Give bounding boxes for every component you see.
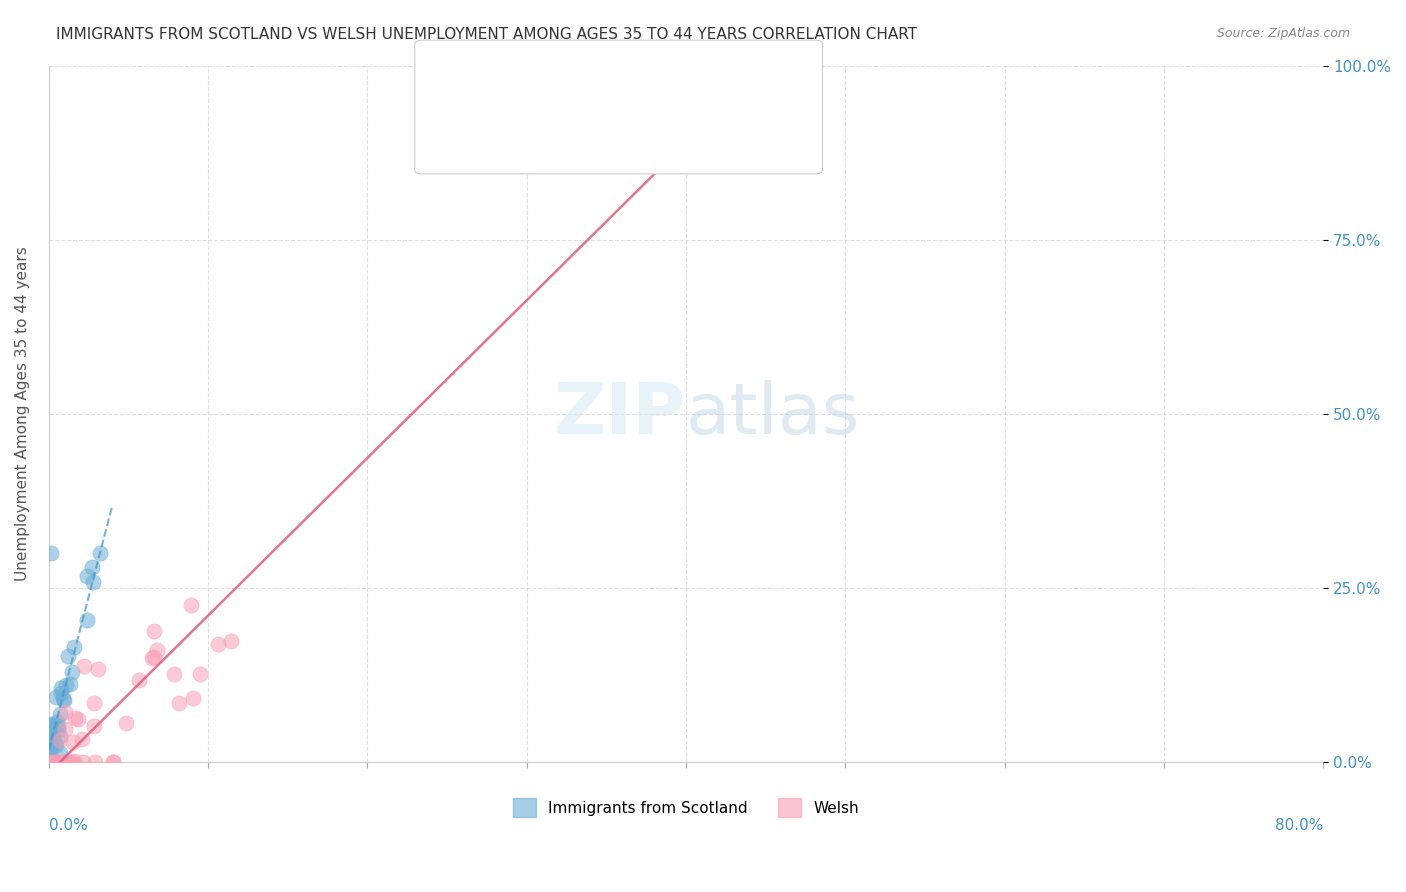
Point: [82, 575, 104, 590]
Text: ZIP: ZIP: [554, 379, 686, 449]
Point: [59, 756, 82, 770]
Text: N = 41: N = 41: [569, 118, 623, 132]
Point: [39, 756, 62, 770]
Point: [146, 643, 169, 657]
Point: [53, 693, 76, 707]
Point: [46, 719, 69, 733]
Point: [142, 649, 165, 664]
Point: [39, 756, 62, 770]
Point: [39, 716, 62, 731]
Point: [62, 756, 84, 770]
Point: [39, 742, 62, 756]
Point: [52, 692, 75, 706]
Point: [42, 729, 65, 743]
Point: [42, 728, 65, 742]
Point: [55, 678, 77, 692]
Point: [63, 711, 86, 725]
Point: [84, 756, 107, 770]
Point: [53, 706, 76, 720]
Text: R = 0.801: R = 0.801: [471, 118, 547, 132]
Point: [41, 753, 63, 767]
Point: [42, 723, 65, 738]
Point: [38, 756, 60, 770]
Point: [51, 756, 73, 770]
Point: [49, 729, 72, 743]
Point: [46, 722, 69, 736]
Point: [39, 546, 62, 560]
Point: [72, 756, 94, 770]
Point: [58, 649, 80, 664]
Point: [45, 690, 67, 705]
Text: ■: ■: [443, 115, 464, 135]
Text: 80.0%: 80.0%: [1275, 818, 1323, 833]
Point: [49, 681, 72, 695]
Point: [83, 719, 105, 733]
Point: [38, 756, 60, 770]
Point: [41, 756, 63, 770]
Point: [39, 728, 62, 742]
Point: [59, 677, 82, 691]
Point: [45, 738, 67, 752]
Point: [56, 756, 79, 770]
Point: [207, 637, 229, 651]
Point: [89, 546, 111, 560]
Point: [62, 735, 84, 749]
Point: [180, 598, 202, 612]
Point: [87, 662, 110, 676]
Point: [142, 624, 165, 638]
Point: [803, 59, 825, 73]
Point: [72, 731, 94, 746]
Point: [49, 686, 72, 700]
Y-axis label: Unemployment Among Ages 35 to 44 years: Unemployment Among Ages 35 to 44 years: [15, 247, 30, 582]
Point: [63, 640, 86, 654]
Point: [128, 673, 150, 687]
Point: [45, 756, 67, 770]
Point: [38, 737, 60, 751]
Point: [595, 87, 617, 101]
Text: R = 0.575    N = 42: R = 0.575 N = 42: [471, 73, 620, 87]
Point: [181, 691, 204, 706]
Point: [219, 634, 242, 648]
Point: [62, 754, 84, 768]
Point: [83, 697, 105, 711]
Point: [49, 733, 72, 747]
Text: IMMIGRANTS FROM SCOTLAND VS WELSH UNEMPLOYMENT AMONG AGES 35 TO 44 YEARS CORRELA: IMMIGRANTS FROM SCOTLAND VS WELSH UNEMPL…: [56, 27, 917, 42]
Point: [41, 720, 63, 734]
Point: [169, 697, 191, 711]
Point: [39, 737, 62, 751]
Point: [44, 736, 66, 750]
Point: [45, 756, 67, 770]
Text: 0.0%: 0.0%: [49, 818, 87, 833]
Point: [141, 650, 163, 665]
Point: [42, 756, 65, 770]
Text: Source: ZipAtlas.com: Source: ZipAtlas.com: [1216, 27, 1350, 40]
Point: [49, 746, 72, 760]
Legend: Immigrants from Scotland, Welsh: Immigrants from Scotland, Welsh: [505, 790, 866, 824]
Point: [45, 714, 67, 729]
Point: [38, 753, 60, 767]
Point: [66, 712, 89, 726]
Point: [115, 716, 138, 731]
Text: N = 42: N = 42: [569, 73, 623, 87]
Point: [39, 756, 62, 770]
Point: [60, 665, 83, 680]
Text: R = 0.575: R = 0.575: [471, 73, 547, 87]
Text: ■: ■: [443, 70, 464, 90]
Point: [76, 613, 98, 627]
Point: [101, 756, 124, 770]
Point: [163, 667, 186, 681]
Point: [53, 722, 76, 736]
Point: [49, 706, 72, 721]
Point: [73, 659, 96, 673]
Point: [39, 717, 62, 731]
Point: [38, 756, 60, 770]
Point: [80, 560, 103, 574]
Text: atlas: atlas: [686, 379, 860, 449]
Point: [190, 667, 212, 681]
Point: [42, 754, 65, 768]
Point: [53, 755, 76, 769]
Point: [103, 755, 125, 769]
Point: [76, 568, 98, 582]
